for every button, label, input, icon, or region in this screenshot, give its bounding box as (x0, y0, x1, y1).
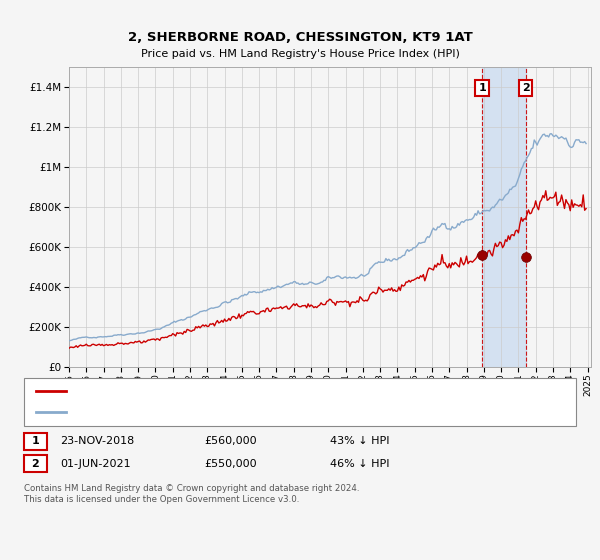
Text: 46% ↓ HPI: 46% ↓ HPI (330, 459, 389, 469)
Text: 2, SHERBORNE ROAD, CHESSINGTON, KT9 1AT: 2, SHERBORNE ROAD, CHESSINGTON, KT9 1AT (128, 31, 472, 44)
Text: 23-NOV-2018: 23-NOV-2018 (60, 436, 134, 446)
Text: 2, SHERBORNE ROAD, CHESSINGTON, KT9 1AT (detached house): 2, SHERBORNE ROAD, CHESSINGTON, KT9 1AT … (72, 386, 388, 396)
Text: HPI: Average price, detached house, Kingston upon Thames: HPI: Average price, detached house, King… (72, 407, 365, 417)
Text: £560,000: £560,000 (204, 436, 257, 446)
Text: 2: 2 (522, 83, 530, 93)
Text: Price paid vs. HM Land Registry's House Price Index (HPI): Price paid vs. HM Land Registry's House … (140, 49, 460, 59)
Bar (482, 67, 526, 367)
Text: 01-JUN-2021: 01-JUN-2021 (60, 459, 131, 469)
Text: 2: 2 (32, 459, 39, 469)
Text: Contains HM Land Registry data © Crown copyright and database right 2024.
This d: Contains HM Land Registry data © Crown c… (24, 484, 359, 504)
Text: 1: 1 (478, 83, 486, 93)
Text: 43% ↓ HPI: 43% ↓ HPI (330, 436, 389, 446)
Text: 1: 1 (32, 436, 39, 446)
Text: £550,000: £550,000 (204, 459, 257, 469)
